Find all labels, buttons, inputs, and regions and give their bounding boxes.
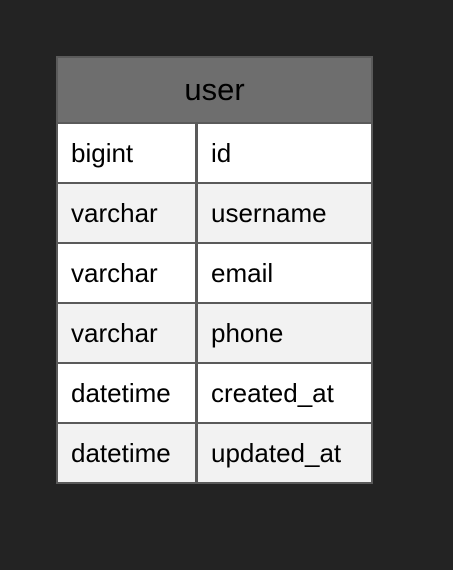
table-row[interactable]: varchar username: [58, 182, 371, 242]
column-type: bigint: [58, 124, 198, 182]
table-row[interactable]: datetime created_at: [58, 362, 371, 422]
table-row[interactable]: datetime updated_at: [58, 422, 371, 482]
column-name: created_at: [198, 364, 371, 422]
column-name: updated_at: [198, 424, 371, 482]
entity-columns: bigint id varchar username varchar email…: [58, 124, 371, 482]
column-name: phone: [198, 304, 371, 362]
column-type: varchar: [58, 184, 198, 242]
column-type: varchar: [58, 304, 198, 362]
table-row[interactable]: varchar email: [58, 242, 371, 302]
table-row[interactable]: bigint id: [58, 124, 371, 182]
column-name: id: [198, 124, 371, 182]
column-name: username: [198, 184, 371, 242]
entity-title: user: [58, 58, 371, 124]
table-row[interactable]: varchar phone: [58, 302, 371, 362]
column-type: datetime: [58, 424, 198, 482]
column-name: email: [198, 244, 371, 302]
column-type: datetime: [58, 364, 198, 422]
entity-table-user[interactable]: user bigint id varchar username varchar …: [56, 56, 373, 484]
column-type: varchar: [58, 244, 198, 302]
